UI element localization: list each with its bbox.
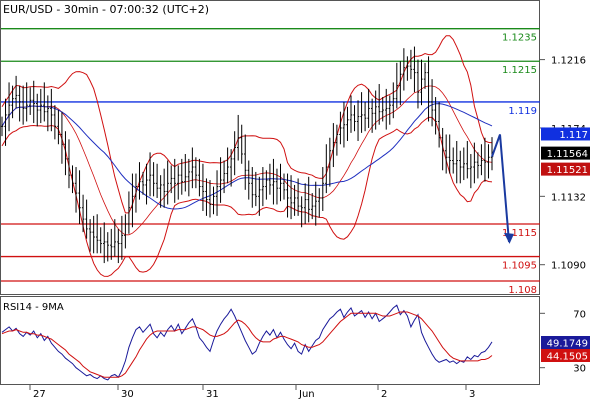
chart-title: EUR/USD - 30min - 07:00:32 (UTC+2) [3, 3, 209, 16]
rsi-tag-label-0: 49.1749 [547, 339, 588, 350]
price-tag-box-2 [541, 162, 590, 176]
rsi-layers [1, 304, 493, 381]
price-tag-label-2: 1.11521 [547, 165, 588, 176]
price-tag-label-1: 1.11564 [547, 149, 588, 160]
price-tick-label-0: 1.1216 [551, 56, 586, 67]
price-tag-box-0 [541, 127, 590, 141]
rsi-series-1 [1, 311, 493, 378]
rsi-tag-box-0 [541, 336, 590, 349]
price-tag-label-0: 1.117 [559, 130, 588, 141]
bollinger-lower [1, 116, 493, 277]
rsi-tick-label-0: 70 [573, 309, 586, 320]
level-label-2: 1.119 [508, 106, 537, 117]
rsi-tag-box-1 [541, 349, 590, 362]
x-tick-label-4: 2 [381, 389, 387, 400]
x-tick-label-0: 27 [33, 389, 46, 400]
level-label-0: 1.1235 [502, 33, 537, 44]
x-tick-label-3: Jun [298, 389, 315, 400]
moving-average [1, 103, 493, 210]
rsi-title: RSI14 - 9MA [3, 302, 64, 313]
rsi-tag-label-1: 44.1505 [547, 352, 588, 363]
projection-arrow-head [504, 232, 514, 244]
axis-layers: 1.12161.11741.11321.10901.1171.115641.11… [29, 56, 590, 400]
price-tag-box-1 [541, 146, 590, 160]
x-tick-label-2: 31 [206, 389, 219, 400]
level-label-4: 1.1095 [502, 261, 537, 272]
projection-arrow [491, 134, 510, 242]
x-tick-label-5: 3 [469, 389, 475, 400]
rsi-series-0 [1, 304, 493, 381]
bollinger-middle [1, 85, 493, 236]
price-layers: 1.1235 1.1215 1.119 1.1115 1.1095 1.108 [0, 28, 540, 296]
level-label-3: 1.1115 [502, 228, 537, 239]
level-label-1: 1.1215 [502, 65, 537, 76]
candles [0, 46, 494, 264]
rsi-tick-label-1: 30 [573, 364, 586, 375]
price-tick-label-3: 1.1090 [551, 261, 586, 272]
bollinger-upper [1, 35, 493, 214]
level-label-5: 1.108 [508, 285, 537, 296]
x-tick-label-1: 30 [121, 389, 134, 400]
price-tick-label-2: 1.1132 [551, 192, 586, 203]
price-panel-frame [0, 0, 540, 295]
rsi-panel-frame [0, 296, 540, 385]
